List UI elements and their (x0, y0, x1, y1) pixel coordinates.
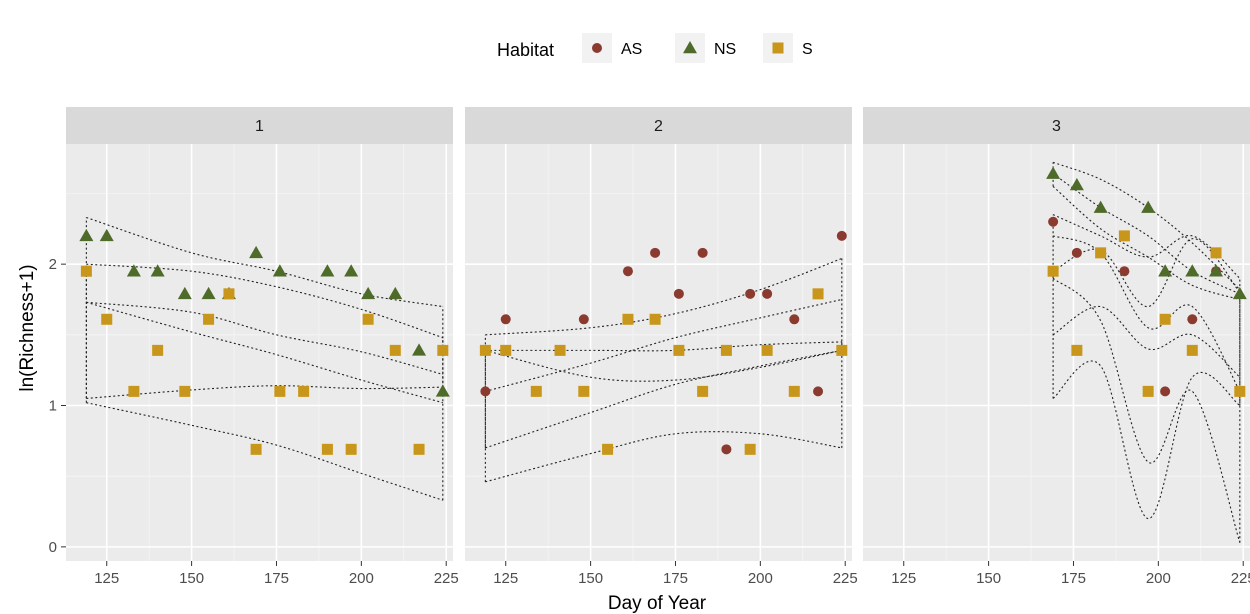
data-point-S (223, 288, 234, 299)
data-point-S (179, 386, 190, 397)
data-point-S (500, 345, 511, 356)
data-point-S (363, 314, 374, 325)
x-tick-label: 225 (833, 570, 858, 587)
data-point-AS (623, 266, 633, 276)
data-point-AS (721, 444, 731, 454)
x-tick-label: 175 (663, 570, 688, 587)
data-point-AS (789, 314, 799, 324)
data-point-AS (698, 248, 708, 258)
facet-panel-3: 3 125 150 175 200 225 (863, 107, 1250, 587)
legend-marker-AS (592, 43, 602, 53)
data-point-S (101, 314, 112, 325)
data-point-S (697, 386, 708, 397)
data-point-S (721, 345, 732, 356)
data-point-S (1160, 314, 1171, 325)
data-point-S (1211, 247, 1222, 258)
legend-marker-S (773, 43, 784, 54)
data-point-S (128, 386, 139, 397)
data-point-S (152, 345, 163, 356)
legend-title: Habitat (497, 40, 554, 60)
data-point-S (414, 444, 425, 455)
data-point-S (1071, 345, 1082, 356)
data-point-S (555, 345, 566, 356)
data-point-S (480, 345, 491, 356)
data-point-S (531, 386, 542, 397)
data-point-S (1187, 345, 1198, 356)
data-point-S (813, 288, 824, 299)
data-point-AS (745, 289, 755, 299)
y-tick-label: 0 (49, 539, 57, 556)
data-point-S (1048, 266, 1059, 277)
data-point-AS (650, 248, 660, 258)
data-point-S (1095, 247, 1106, 258)
x-tick-label: 150 (976, 570, 1001, 587)
data-point-S (346, 444, 357, 455)
data-point-S (1143, 386, 1154, 397)
data-point-AS (1048, 217, 1058, 227)
data-point-AS (1119, 266, 1129, 276)
x-tick-label: 150 (578, 570, 603, 587)
data-point-AS (674, 289, 684, 299)
data-point-AS (579, 314, 589, 324)
data-point-S (1234, 386, 1245, 397)
data-point-S (298, 386, 309, 397)
legend-label: AS (621, 41, 642, 58)
data-point-AS (813, 386, 823, 396)
data-point-AS (1072, 248, 1082, 258)
data-point-S (578, 386, 589, 397)
data-point-S (673, 345, 684, 356)
x-tick-label: 200 (1146, 570, 1171, 587)
x-tick-label: 200 (748, 570, 773, 587)
legend-label: NS (714, 41, 736, 58)
x-axis-title: Day of Year (608, 593, 707, 614)
facet-panel-1: 1 125 150 175 200 225 (66, 107, 459, 587)
facet-strip-label: 1 (255, 118, 264, 135)
legend-label: S (802, 41, 813, 58)
data-point-S (322, 444, 333, 455)
y-axis-title: ln(Richness+1) (17, 264, 38, 391)
facet-strip-label: 3 (1052, 118, 1061, 135)
data-point-S (762, 345, 773, 356)
data-point-S (836, 345, 847, 356)
facet-strip-label: 2 (654, 118, 663, 135)
data-point-S (622, 314, 633, 325)
data-point-AS (762, 289, 772, 299)
data-point-AS (501, 314, 511, 324)
y-tick-label: 2 (49, 256, 57, 273)
x-tick-label: 125 (94, 570, 119, 587)
x-tick-label: 150 (179, 570, 204, 587)
x-tick-label: 225 (434, 570, 459, 587)
x-tick-label: 200 (349, 570, 374, 587)
data-point-S (602, 444, 613, 455)
facet-panel-2: 2 125 150 175 200 225 (465, 107, 858, 587)
data-point-S (745, 444, 756, 455)
facet-panels: 1125 150 175 200 2252125 150 175 200 2253125 150 1… (66, 107, 1250, 587)
x-tick-label: 175 (264, 570, 289, 587)
data-point-S (1119, 230, 1130, 241)
data-point-S (251, 444, 262, 455)
data-point-S (650, 314, 661, 325)
x-tick-label: 125 (891, 570, 916, 587)
data-point-S (274, 386, 285, 397)
data-point-S (390, 345, 401, 356)
data-point-S (437, 345, 448, 356)
x-tick-label: 125 (493, 570, 518, 587)
data-point-AS (1187, 314, 1197, 324)
y-tick-label: 1 (49, 398, 57, 415)
plot-background (465, 144, 852, 561)
data-point-AS (480, 386, 490, 396)
data-point-S (789, 386, 800, 397)
data-point-S (81, 266, 92, 277)
x-tick-label: 225 (1231, 570, 1250, 587)
data-point-AS (1160, 386, 1170, 396)
data-point-AS (837, 231, 847, 241)
x-tick-label: 175 (1061, 570, 1086, 587)
data-point-S (203, 314, 214, 325)
